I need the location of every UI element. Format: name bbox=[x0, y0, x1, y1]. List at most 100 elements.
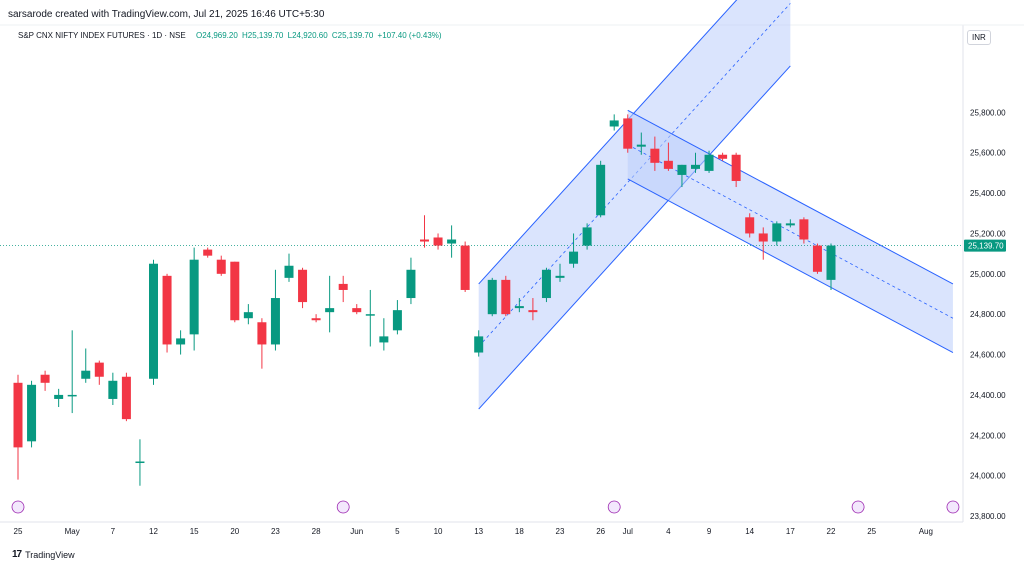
falling-channel-fill bbox=[627, 110, 953, 353]
x-tick-label: Jul bbox=[623, 527, 633, 536]
candle-body bbox=[785, 223, 795, 226]
legend-low: L24,920.60 bbox=[287, 31, 328, 40]
rising-channel-upper-line bbox=[478, 0, 738, 285]
last-price-tag bbox=[964, 239, 1006, 252]
candle-body bbox=[27, 384, 37, 442]
x-tick-label: 7 bbox=[111, 527, 116, 536]
candle-body bbox=[338, 283, 348, 290]
candle-body bbox=[135, 461, 145, 464]
candle-body bbox=[176, 338, 186, 345]
candle-body bbox=[691, 164, 700, 169]
candle-body bbox=[379, 336, 389, 343]
x-tick-label: 26 bbox=[596, 527, 605, 536]
candle-body bbox=[650, 148, 660, 163]
candle-body bbox=[230, 261, 240, 321]
last-price-label: 25,139.70 bbox=[968, 242, 1004, 251]
candle-body bbox=[216, 259, 226, 274]
y-tick-label: 24,800.00 bbox=[970, 310, 1006, 319]
x-tick-label: 22 bbox=[827, 527, 836, 536]
currency-badge[interactable]: INR bbox=[967, 30, 991, 45]
x-tick-label: 28 bbox=[312, 527, 321, 536]
candle-body bbox=[40, 374, 50, 383]
x-tick-label: 12 bbox=[149, 527, 158, 536]
candle-body bbox=[325, 308, 335, 313]
candle-body bbox=[731, 154, 741, 181]
event-marker-icon bbox=[607, 500, 621, 514]
candle-body bbox=[569, 251, 579, 264]
candle-body bbox=[298, 269, 308, 303]
brand-label: TradingView bbox=[25, 549, 75, 560]
y-tick-label: 24,000.00 bbox=[970, 472, 1006, 481]
legend-change: +107.40 (+0.43%) bbox=[377, 31, 442, 40]
candle-body bbox=[826, 245, 836, 280]
candle-body bbox=[311, 318, 321, 321]
candle-body bbox=[284, 265, 294, 278]
candle-body bbox=[189, 259, 199, 335]
candle-body bbox=[555, 275, 565, 278]
candle-body bbox=[162, 275, 172, 345]
candle-body bbox=[745, 217, 755, 234]
candle-body bbox=[487, 279, 497, 315]
tradingview-brand: 17 TradingView bbox=[12, 549, 75, 560]
x-tick-label: 25 bbox=[867, 527, 876, 536]
x-tick-label: 23 bbox=[556, 527, 565, 536]
candle-body bbox=[704, 154, 714, 171]
y-tick-label: 25,000.00 bbox=[970, 270, 1006, 279]
y-tick-label: 24,200.00 bbox=[970, 431, 1006, 440]
x-tick-label: 14 bbox=[745, 527, 754, 536]
symbol-legend: S&P CNX NIFTY INDEX FUTURES · 1D · NSE O… bbox=[18, 31, 442, 40]
candle-body bbox=[799, 219, 809, 240]
x-tick-label: 9 bbox=[707, 527, 712, 536]
candle-body bbox=[609, 120, 619, 127]
candle-body bbox=[365, 314, 375, 316]
y-tick-label: 25,800.00 bbox=[970, 108, 1006, 117]
candle-body bbox=[392, 310, 402, 331]
candle-body bbox=[94, 362, 104, 377]
x-tick-label: 4 bbox=[666, 527, 671, 536]
candle-body bbox=[108, 380, 118, 399]
candle-body bbox=[149, 263, 158, 379]
candle-body bbox=[474, 336, 484, 353]
candle-body bbox=[528, 310, 538, 313]
symbol-title[interactable]: S&P CNX NIFTY INDEX FUTURES · 1D · NSE bbox=[18, 31, 186, 40]
y-tick-label: 25,200.00 bbox=[970, 229, 1006, 238]
candle-body bbox=[596, 164, 606, 216]
x-tick-label: 5 bbox=[395, 527, 400, 536]
rising-channel-lower-line bbox=[478, 65, 791, 410]
x-tick-label: 25 bbox=[14, 527, 23, 536]
tradingview-logo-icon: 17 bbox=[12, 549, 22, 560]
candle-body bbox=[67, 394, 77, 397]
candle-body bbox=[812, 245, 822, 272]
candle-body bbox=[203, 249, 213, 256]
candle-body bbox=[257, 322, 267, 345]
candle-body bbox=[406, 269, 416, 299]
rising-channel-median-line bbox=[478, 3, 791, 347]
candle-body bbox=[420, 239, 429, 242]
candle-body bbox=[433, 237, 443, 246]
candle-body bbox=[718, 154, 728, 159]
x-tick-label: 18 bbox=[515, 527, 524, 536]
candle-body bbox=[623, 118, 633, 149]
candle-body bbox=[13, 382, 23, 448]
legend-high: H25,139.70 bbox=[242, 31, 284, 40]
event-marker-icon bbox=[11, 500, 25, 514]
falling-channel-upper-line bbox=[627, 178, 954, 353]
x-tick-label: 17 bbox=[786, 527, 795, 536]
event-marker-icon bbox=[851, 500, 865, 514]
x-tick-label: 23 bbox=[271, 527, 280, 536]
candle-body bbox=[81, 370, 91, 379]
legend-open: O24,969.20 bbox=[195, 31, 238, 40]
y-tick-label: 25,600.00 bbox=[970, 149, 1006, 158]
candle-body bbox=[121, 376, 131, 420]
y-tick-label: 24,400.00 bbox=[970, 391, 1006, 400]
candle-body bbox=[541, 269, 551, 299]
legend-close: C25,139.70 bbox=[331, 31, 374, 40]
created-by-caption: sarsarode created with TradingView.com, … bbox=[8, 9, 325, 20]
candle-body bbox=[447, 239, 457, 244]
x-tick-label: 13 bbox=[474, 527, 483, 536]
candle-body bbox=[514, 306, 524, 309]
candle-body bbox=[772, 223, 782, 242]
falling-channel-lower-line bbox=[627, 109, 954, 285]
candle-body bbox=[663, 160, 673, 169]
rising-channel-fill bbox=[478, 0, 791, 410]
